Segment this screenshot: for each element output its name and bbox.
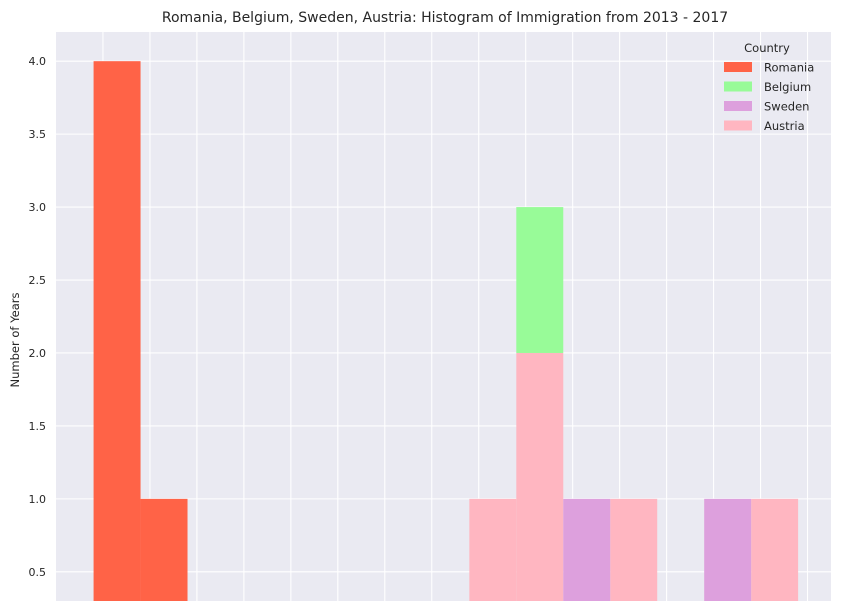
y-tick-label: 2.0: [29, 347, 47, 360]
y-axis-label: Number of Years: [8, 293, 22, 388]
legend-swatch-sweden: [724, 101, 752, 111]
y-axis-ticks: 0.5 1.0 1.5 2.0 2.5 3.0 3.5 4.0: [29, 55, 47, 579]
y-tick-label: 1.5: [29, 420, 47, 433]
bar-belgium: [516, 207, 564, 353]
legend-label-sweden: Sweden: [764, 100, 809, 114]
y-tick-label: 4.0: [29, 55, 47, 68]
y-tick-label: 2.5: [29, 274, 47, 287]
y-tick-label: 3.0: [29, 201, 47, 214]
legend-title: Country: [744, 41, 790, 55]
legend-swatch-romania: [724, 62, 752, 72]
legend-swatch-austria: [724, 120, 752, 131]
legend-label-austria: Austria: [764, 119, 805, 133]
histogram-bars: [93, 61, 799, 601]
bar-austria: [469, 498, 517, 601]
legend-swatch-belgium: [724, 81, 752, 92]
legend-label-belgium: Belgium: [764, 80, 811, 94]
bar-romania: [140, 498, 188, 601]
chart-title: Romania, Belgium, Sweden, Austria: Histo…: [162, 10, 728, 26]
bar-austria: [751, 498, 799, 601]
bar-austria: [516, 352, 564, 601]
y-tick-label: 3.5: [29, 128, 47, 141]
legend-label-romania: Romania: [764, 61, 814, 75]
bar-sweden: [704, 498, 752, 601]
bar-austria: [610, 498, 658, 601]
y-tick-label: 1.0: [29, 493, 47, 506]
bar-romania: [93, 61, 141, 601]
y-tick-label: 0.5: [29, 566, 47, 579]
legend: Country Romania Belgium Sweden Austria: [724, 41, 814, 133]
bar-sweden: [563, 498, 611, 601]
